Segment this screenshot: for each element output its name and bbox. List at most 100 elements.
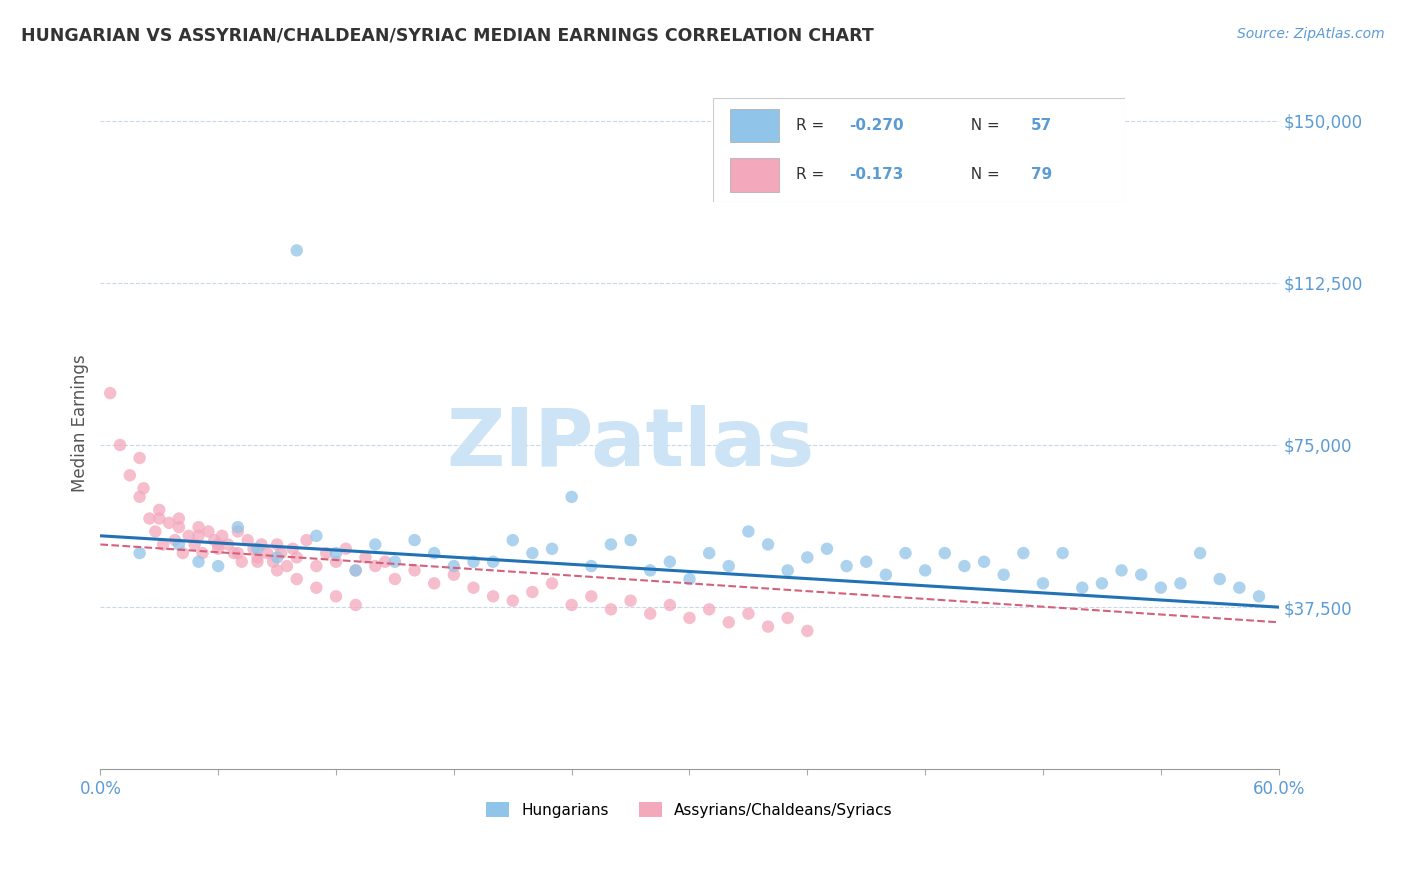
Point (285, 244, 308, 258)
Point (148, 503, 170, 517)
Point (1150, 581, 1173, 595)
Point (1227, 581, 1250, 595)
Point (934, 546, 956, 560)
Point (222, 546, 245, 560)
Point (266, 537, 288, 551)
Point (1111, 563, 1133, 577)
Point (1052, 546, 1074, 560)
Point (246, 541, 269, 556)
Point (364, 559, 387, 574)
Point (187, 555, 209, 569)
Point (619, 533, 641, 548)
Point (1012, 546, 1035, 560)
Point (737, 607, 759, 621)
Point (482, 555, 505, 569)
Point (384, 555, 406, 569)
Point (98, 386, 121, 401)
Point (207, 559, 229, 574)
Point (1170, 576, 1192, 591)
Point (541, 541, 564, 556)
Point (638, 607, 661, 621)
Point (717, 615, 740, 630)
Point (875, 567, 897, 582)
Point (894, 546, 917, 560)
Point (522, 546, 544, 560)
Point (1032, 576, 1054, 591)
Point (132, 481, 155, 495)
Point (167, 520, 190, 534)
Point (172, 546, 194, 560)
Point (305, 529, 328, 543)
Point (756, 619, 779, 633)
Point (211, 529, 233, 543)
Point (315, 546, 337, 560)
Point (914, 563, 936, 577)
Point (305, 559, 328, 574)
Point (502, 533, 524, 548)
Point (305, 581, 328, 595)
Point (108, 438, 131, 452)
Point (443, 559, 465, 574)
Point (197, 524, 219, 539)
Point (1091, 576, 1114, 591)
Point (973, 555, 995, 569)
Point (697, 602, 720, 616)
Point (191, 546, 214, 560)
Point (835, 559, 858, 574)
Point (364, 537, 387, 551)
Point (678, 572, 700, 586)
Point (443, 567, 465, 582)
Point (325, 590, 347, 604)
Point (815, 541, 838, 556)
Point (404, 563, 426, 577)
Point (143, 524, 166, 539)
Point (796, 624, 818, 638)
Point (855, 555, 877, 569)
Point (231, 555, 253, 569)
Point (678, 611, 700, 625)
Point (600, 537, 623, 551)
Point (118, 468, 141, 483)
Point (266, 550, 288, 565)
Point (335, 541, 357, 556)
Point (581, 590, 603, 604)
Point (207, 541, 229, 556)
Point (658, 598, 681, 612)
Point (295, 533, 318, 548)
Point (482, 590, 505, 604)
Point (187, 529, 209, 543)
Point (152, 537, 174, 551)
Text: Source: ZipAtlas.com: Source: ZipAtlas.com (1237, 27, 1385, 41)
Point (183, 537, 205, 551)
Point (1071, 581, 1094, 595)
Point (207, 537, 229, 551)
Point (561, 490, 583, 504)
Point (737, 524, 759, 539)
Point (717, 559, 740, 574)
Point (384, 572, 406, 586)
Point (697, 546, 720, 560)
Point (157, 516, 180, 530)
Legend: Hungarians, Assyrians/Chaldeans/Syriacs: Hungarians, Assyrians/Chaldeans/Syriacs (479, 796, 898, 824)
Point (226, 524, 249, 539)
Point (250, 537, 273, 551)
Point (128, 490, 150, 504)
Point (463, 581, 485, 595)
Point (756, 537, 779, 551)
Point (581, 559, 603, 574)
Point (138, 511, 160, 525)
Point (246, 555, 269, 569)
Point (522, 585, 544, 599)
Point (167, 511, 190, 525)
Point (423, 576, 446, 591)
Point (276, 559, 298, 574)
Point (167, 537, 190, 551)
Point (658, 555, 681, 569)
Point (281, 541, 304, 556)
Point (354, 550, 377, 565)
Point (270, 546, 292, 560)
Point (128, 450, 150, 465)
Point (325, 555, 347, 569)
Point (638, 563, 661, 577)
Point (374, 555, 396, 569)
